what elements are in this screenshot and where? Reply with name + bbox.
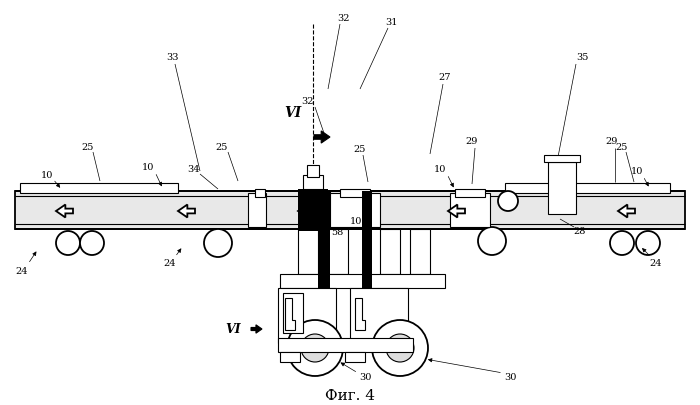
Bar xyxy=(455,190,485,198)
Text: 29: 29 xyxy=(466,137,478,146)
Circle shape xyxy=(478,228,506,256)
Text: 31: 31 xyxy=(386,17,398,26)
Text: 25: 25 xyxy=(82,143,94,152)
Text: 32: 32 xyxy=(337,13,350,22)
Circle shape xyxy=(498,192,518,211)
Bar xyxy=(248,194,266,228)
Circle shape xyxy=(287,320,343,376)
Text: 25: 25 xyxy=(216,143,228,152)
Polygon shape xyxy=(285,298,295,330)
Text: 35: 35 xyxy=(576,53,588,62)
Bar xyxy=(380,230,400,274)
Polygon shape xyxy=(618,205,635,218)
Bar xyxy=(340,190,370,198)
Bar xyxy=(350,288,408,343)
Circle shape xyxy=(610,231,634,256)
Circle shape xyxy=(636,231,660,256)
Text: Фиг. 4: Фиг. 4 xyxy=(325,388,375,402)
Bar xyxy=(328,230,348,274)
Bar xyxy=(548,162,576,215)
Polygon shape xyxy=(56,205,73,218)
Bar xyxy=(278,338,413,352)
Bar xyxy=(362,192,372,288)
Bar xyxy=(544,156,580,162)
Polygon shape xyxy=(314,132,330,144)
Text: 10: 10 xyxy=(350,217,362,226)
Text: 24: 24 xyxy=(650,259,662,268)
Polygon shape xyxy=(355,298,365,330)
Text: 33: 33 xyxy=(166,53,179,62)
Text: 10: 10 xyxy=(41,170,53,179)
Bar xyxy=(318,192,330,288)
Bar xyxy=(15,192,685,230)
Bar xyxy=(307,166,319,177)
Text: VI: VI xyxy=(284,106,302,120)
Text: 10: 10 xyxy=(142,163,154,172)
Text: 10: 10 xyxy=(631,167,643,176)
Text: 30: 30 xyxy=(504,373,516,382)
Text: 28: 28 xyxy=(574,227,586,236)
Bar xyxy=(301,230,315,274)
Bar xyxy=(330,194,380,228)
Bar xyxy=(280,274,445,288)
Bar xyxy=(278,288,336,343)
Circle shape xyxy=(56,231,80,256)
Bar xyxy=(450,194,490,228)
Polygon shape xyxy=(178,205,195,218)
Circle shape xyxy=(372,320,428,376)
Bar xyxy=(255,190,265,198)
Text: 24: 24 xyxy=(164,259,176,268)
Polygon shape xyxy=(251,325,262,333)
Bar xyxy=(20,183,178,194)
Text: 29: 29 xyxy=(606,137,618,146)
Bar xyxy=(410,230,430,274)
Bar xyxy=(280,352,300,362)
Bar xyxy=(303,175,323,190)
Text: 25: 25 xyxy=(616,143,628,152)
Bar xyxy=(298,190,328,231)
Text: 25: 25 xyxy=(354,145,366,154)
Bar xyxy=(283,293,303,333)
Bar xyxy=(298,230,318,274)
Text: 58: 58 xyxy=(331,228,343,237)
Text: 34: 34 xyxy=(187,165,199,174)
Circle shape xyxy=(386,334,414,362)
Circle shape xyxy=(301,334,329,362)
Circle shape xyxy=(204,230,232,257)
Bar xyxy=(345,352,365,362)
Circle shape xyxy=(80,231,104,256)
Text: 32: 32 xyxy=(302,97,314,106)
Text: 30: 30 xyxy=(359,373,371,382)
Polygon shape xyxy=(448,205,465,218)
Text: 24: 24 xyxy=(16,267,28,276)
Text: 10: 10 xyxy=(434,165,446,174)
Polygon shape xyxy=(298,205,315,218)
Bar xyxy=(505,183,670,194)
Text: VI: VI xyxy=(225,323,241,336)
Text: 27: 27 xyxy=(439,73,452,82)
